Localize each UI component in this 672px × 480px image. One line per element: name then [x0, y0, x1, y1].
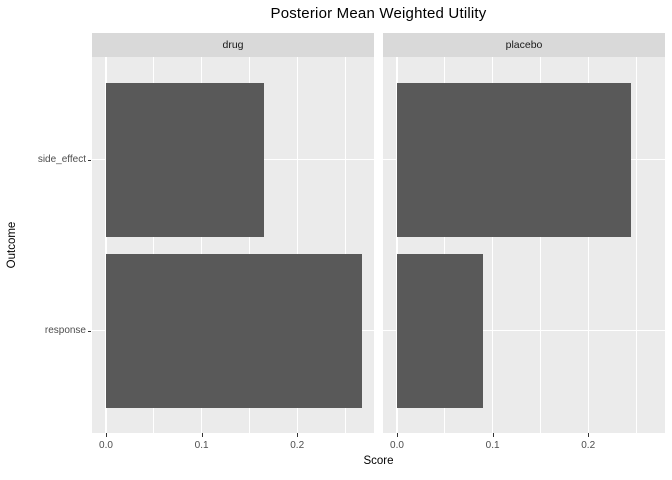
- minor-gridline: [635, 57, 637, 433]
- x-tick-mark: [492, 433, 494, 437]
- y-tick-mark: [88, 159, 91, 161]
- bar-drug-side_effect: [106, 82, 264, 237]
- minor-gridline: [249, 57, 250, 433]
- chart-title: Posterior Mean Weighted Utility: [270, 5, 487, 22]
- x-tick-mark: [297, 433, 299, 437]
- x-tick-label: 0.1: [194, 440, 209, 451]
- major-gridline: [587, 57, 589, 433]
- facet-strip-label: placebo: [505, 39, 543, 51]
- x-tick-mark: [201, 433, 203, 437]
- bar-drug-response: [106, 253, 363, 408]
- facet-panel-placebo: [383, 57, 665, 433]
- x-tick-label: 0.0: [99, 440, 113, 451]
- x-tick-label: 0.2: [290, 440, 305, 451]
- major-gridline: [200, 57, 203, 433]
- major-gridline: [383, 329, 665, 332]
- x-tick-mark: [106, 433, 107, 437]
- minor-gridline: [153, 57, 155, 433]
- major-gridline: [105, 57, 107, 433]
- facet-strip: placebo: [383, 33, 665, 57]
- y-axis-label-response: response: [44, 324, 86, 336]
- facet-strip: drug: [92, 33, 374, 57]
- y-axis-title: Outcome: [6, 221, 18, 269]
- facet-panel-drug: [92, 57, 374, 433]
- minor-gridline: [540, 57, 541, 433]
- x-tick-label: 0.2: [581, 440, 596, 451]
- bar-placebo-side_effect: [397, 82, 632, 237]
- y-axis-label-side_effect: side_effect: [37, 153, 86, 165]
- minor-gridline: [444, 57, 446, 433]
- x-tick-label: 0.1: [485, 440, 500, 451]
- x-tick-label: 0.0: [390, 440, 404, 451]
- major-gridline: [396, 57, 398, 433]
- x-tick-mark: [588, 433, 590, 437]
- x-tick-mark: [397, 433, 398, 437]
- major-gridline: [296, 57, 298, 433]
- major-gridline: [491, 57, 494, 433]
- x-axis-title: Score: [363, 455, 394, 467]
- y-tick-mark: [88, 330, 91, 332]
- minor-gridline: [344, 57, 346, 433]
- facet-strip-label: drug: [222, 39, 244, 51]
- bar-placebo-response: [397, 253, 484, 408]
